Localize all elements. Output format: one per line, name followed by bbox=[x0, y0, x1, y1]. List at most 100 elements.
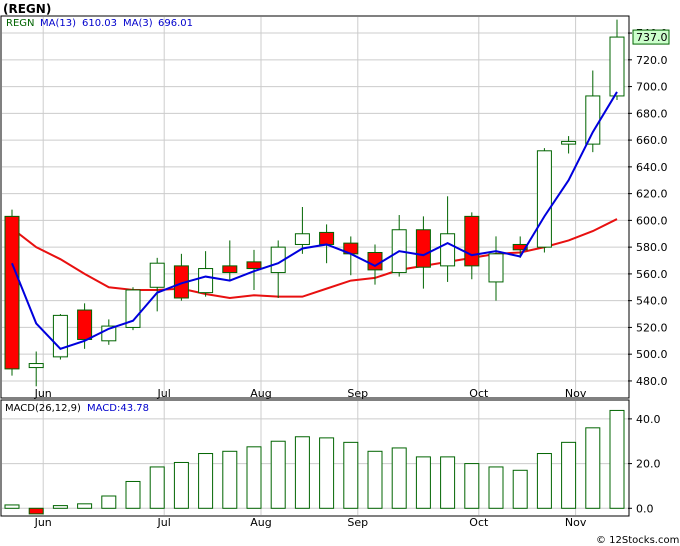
price-tick-label: 600.0 bbox=[636, 214, 668, 227]
price-tick-label: 500.0 bbox=[636, 348, 668, 361]
ma13-line bbox=[11, 218, 618, 299]
candle bbox=[536, 148, 552, 253]
macd-bar bbox=[609, 409, 625, 509]
candle bbox=[222, 240, 238, 281]
macd-legend-label: MACD(26,12,9) bbox=[5, 403, 81, 414]
watermark: © 12Stocks.com bbox=[596, 535, 679, 546]
candle-body-down bbox=[319, 231, 335, 245]
last-price-label: 737.0 bbox=[636, 31, 668, 44]
macd-bar bbox=[77, 503, 93, 509]
macd-bar bbox=[270, 440, 286, 509]
macd-bar bbox=[28, 507, 44, 515]
price-month-label: Nov bbox=[565, 387, 587, 400]
legend-ma13-label: MA(13) bbox=[40, 18, 76, 29]
legend-ma13-value: 610.03 bbox=[82, 18, 117, 29]
candle bbox=[488, 236, 504, 301]
price-month-label: Jun bbox=[34, 387, 52, 400]
candle-body-down bbox=[4, 215, 20, 370]
price-tick-label: 540.0 bbox=[636, 295, 668, 308]
price-tick-label: 700.0 bbox=[636, 81, 668, 94]
macd-bar bbox=[52, 505, 68, 509]
candle bbox=[246, 249, 262, 290]
macd-bar bbox=[536, 453, 552, 509]
macd-bar bbox=[343, 441, 359, 509]
candle bbox=[125, 287, 141, 331]
macd-bar bbox=[488, 466, 504, 509]
candle-body-up bbox=[149, 262, 165, 288]
price-y-axis: 480.0 500.0 520.0 540.0 560.0 580.0 600.0 620.0… bbox=[628, 27, 668, 388]
macd-bar bbox=[561, 441, 577, 509]
macd-tick-label: 20.0 bbox=[636, 458, 661, 471]
ma13-layer bbox=[11, 218, 618, 299]
price-tick-label: 720.0 bbox=[636, 54, 668, 67]
legend-ma3-label: MA(3) bbox=[123, 18, 153, 29]
price-tick-label: 620.0 bbox=[636, 188, 668, 201]
macd-bar bbox=[391, 447, 407, 509]
macd-month-label: Oct bbox=[469, 516, 489, 529]
candle-body-up bbox=[536, 150, 552, 248]
candle-body-down bbox=[246, 261, 262, 270]
candle-body-up bbox=[585, 95, 601, 145]
macd-bar bbox=[101, 495, 117, 509]
candle bbox=[4, 209, 20, 376]
macd-bar bbox=[415, 456, 431, 509]
candle bbox=[609, 19, 625, 100]
candle bbox=[149, 257, 165, 312]
macd-legend-value: MACD:43.78 bbox=[87, 403, 149, 414]
candle bbox=[440, 196, 456, 282]
candle-body-down bbox=[367, 251, 383, 271]
price-month-label: Oct bbox=[469, 387, 489, 400]
candle-body-up bbox=[561, 140, 577, 145]
price-tick-label: 680.0 bbox=[636, 107, 668, 120]
macd-bar bbox=[4, 504, 20, 509]
macd-bar bbox=[440, 456, 456, 509]
candle-body-up bbox=[609, 36, 625, 97]
price-tick-label: 520.0 bbox=[636, 321, 668, 334]
macd-month-label: Aug bbox=[250, 516, 271, 529]
price-tick-label: 480.0 bbox=[636, 375, 668, 388]
candle-body-down bbox=[464, 215, 480, 267]
candle-body-up bbox=[488, 253, 504, 283]
macd-legend: MACD(26,12,9) MACD:43.78 bbox=[5, 403, 149, 414]
price-tick-label: 640.0 bbox=[636, 161, 668, 174]
macd-month-label: Jun bbox=[34, 516, 52, 529]
macd-tick-label: 0.0 bbox=[636, 502, 654, 515]
macd-bar bbox=[294, 436, 310, 509]
legend-symbol: REGN bbox=[6, 18, 35, 29]
price-tick-label: 660.0 bbox=[636, 134, 668, 147]
macd-bars bbox=[4, 409, 625, 515]
price-month-label: Jul bbox=[157, 387, 171, 400]
last-price-box bbox=[632, 29, 670, 45]
candle-body-up bbox=[28, 363, 44, 369]
macd-bar bbox=[149, 466, 165, 509]
candles bbox=[4, 19, 625, 387]
candle bbox=[173, 253, 189, 301]
macd-y-axis: 0.0 20.0 40.0 bbox=[628, 413, 661, 515]
candle bbox=[28, 351, 44, 387]
price-tick-label: 580.0 bbox=[636, 241, 668, 254]
candle-body-down bbox=[222, 265, 238, 274]
candle-body-up bbox=[294, 233, 310, 245]
macd-bar bbox=[246, 446, 262, 509]
macd-bar bbox=[464, 463, 480, 509]
last-price-tag: 737.0 bbox=[632, 29, 670, 45]
macd-bar bbox=[585, 427, 601, 509]
macd-x-axis: Jun Jul Aug Sep Oct Nov bbox=[34, 516, 587, 529]
macd-bar bbox=[222, 450, 238, 509]
price-legend: REGN MA(13) 610.03 MA(3) 696.01 bbox=[6, 18, 193, 29]
macd-bar bbox=[198, 453, 214, 509]
macd-panel: 0.0 20.0 40.0 MACD(26,12,9) MACD:43.78 Jun… bbox=[0, 399, 661, 529]
price-panel-frame bbox=[0, 15, 630, 399]
macd-bar bbox=[367, 450, 383, 509]
ma3-layer bbox=[11, 91, 618, 350]
candle bbox=[294, 207, 310, 254]
candle bbox=[512, 236, 528, 258]
macd-bar bbox=[125, 480, 141, 509]
macd-panel-frame bbox=[0, 399, 630, 517]
macd-bar bbox=[512, 469, 528, 509]
price-month-label: Sep bbox=[347, 387, 368, 400]
chart-title: (REGN) bbox=[3, 2, 51, 16]
candle bbox=[367, 244, 383, 285]
macd-month-label: Nov bbox=[565, 516, 587, 529]
